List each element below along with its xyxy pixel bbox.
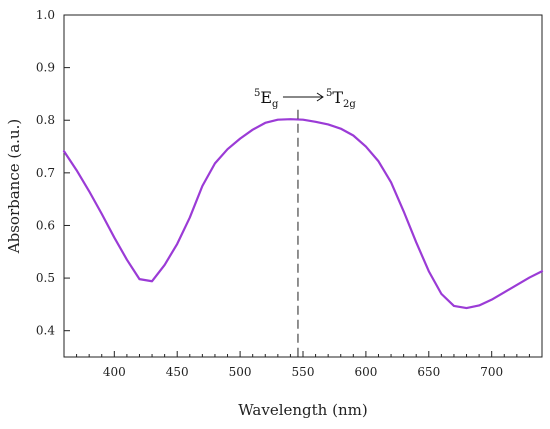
absorbance-series-line xyxy=(62,118,544,310)
x-axis-title: Wavelength (nm) xyxy=(238,401,367,419)
y-axis-title: Absorbance (a.u.) xyxy=(5,119,23,254)
y-tick-label: 0.6 xyxy=(36,218,55,232)
to-subscript: 2g xyxy=(343,99,356,110)
y-tick-label: 0.4 xyxy=(36,324,55,338)
from-base: E xyxy=(260,88,272,107)
x-tick-label: 650 xyxy=(417,365,440,379)
series-layer xyxy=(62,118,544,310)
transition-to-label: 5T2g xyxy=(326,88,356,110)
y-tick-label: 0.5 xyxy=(36,271,55,285)
from-subscript: g xyxy=(272,99,279,110)
from-superscript: 5 xyxy=(254,88,260,99)
x-tick-label: 550 xyxy=(292,365,315,379)
transition-arrowhead xyxy=(316,92,324,102)
to-superscript: 5 xyxy=(326,88,332,99)
y-tick-label: 0.7 xyxy=(36,166,55,180)
x-tick-label: 700 xyxy=(480,365,503,379)
y-axis-ticks: 0.4 0.5 0.6 0.7 0.8 0.9 1.0 xyxy=(36,8,70,338)
x-tick-label: 450 xyxy=(166,365,189,379)
y-tick-label: 0.8 xyxy=(36,113,55,127)
y-tick-label: 1.0 xyxy=(36,8,55,22)
x-axis-ticks: 400 450 500 550 600 650 700 xyxy=(76,351,543,379)
to-base: T xyxy=(332,88,343,107)
transition-from-label: 5Eg xyxy=(254,88,279,110)
x-tick-label: 500 xyxy=(229,365,252,379)
y-tick-label: 0.9 xyxy=(36,61,55,75)
x-tick-label: 600 xyxy=(354,365,377,379)
annotation-layer: 5Eg 5T2g xyxy=(254,88,356,357)
x-tick-label: 400 xyxy=(103,365,126,379)
